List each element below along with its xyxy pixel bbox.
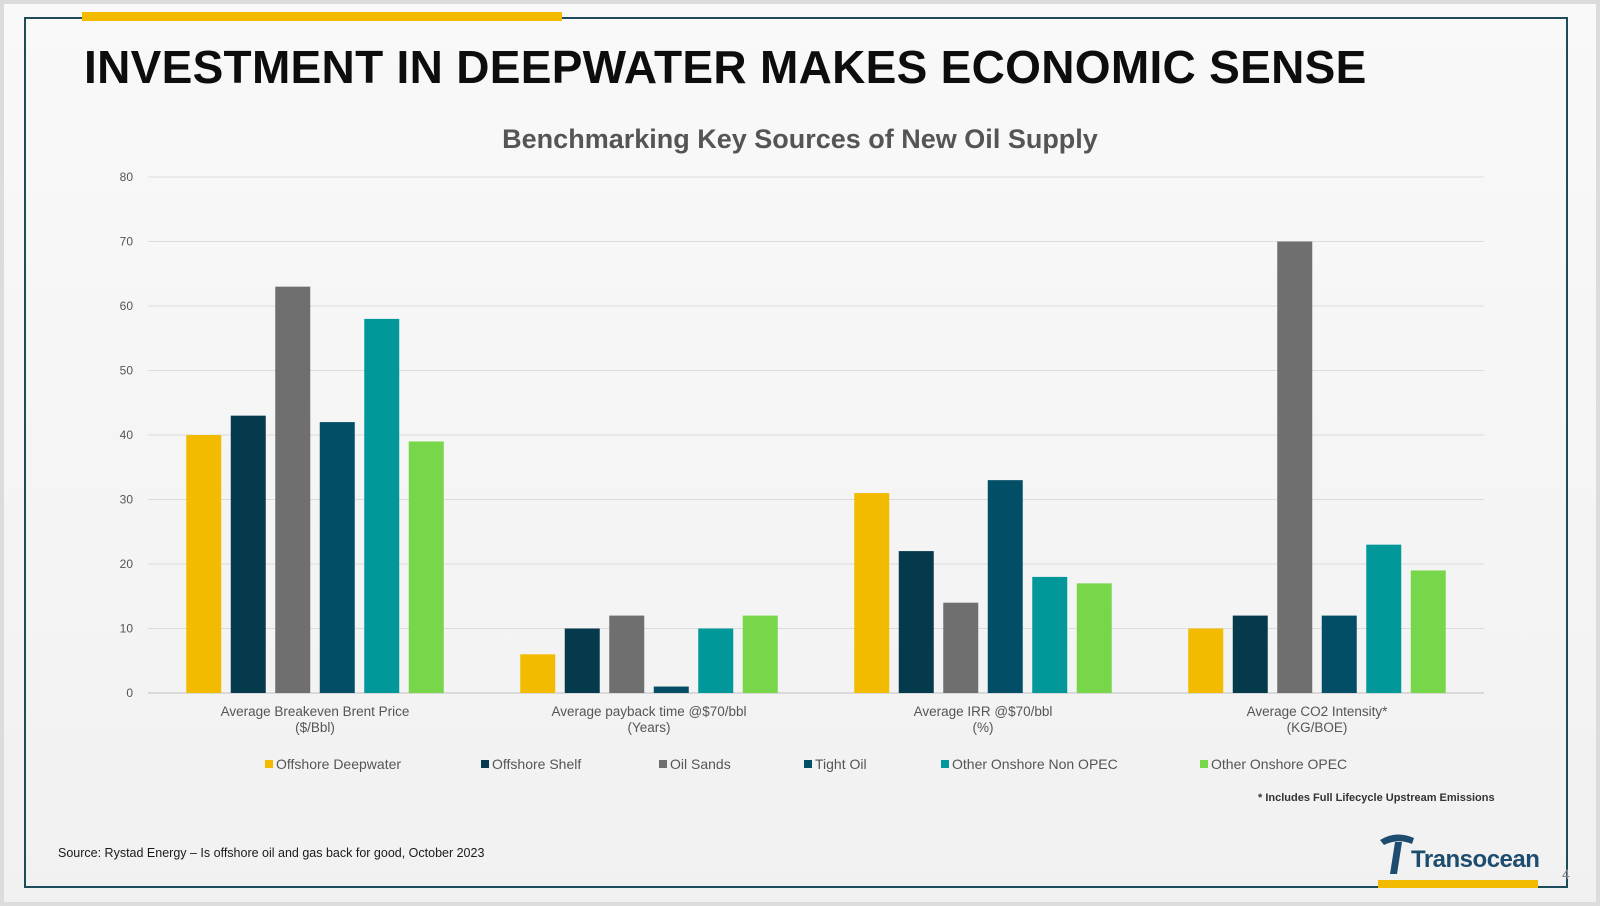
- slide-frame: [24, 17, 1568, 888]
- source-note: Source: Rystad Energy – Is offshore oil …: [58, 846, 485, 860]
- chart-title: Benchmarking Key Sources of New Oil Supp…: [502, 124, 1098, 154]
- bar: [319, 422, 355, 693]
- bar: [1232, 615, 1268, 693]
- legend-swatch: [941, 760, 949, 768]
- bottom-accent-bar: [1378, 880, 1538, 888]
- x-tick-label: Average CO2 Intensity*: [1247, 704, 1389, 719]
- y-tick-label: 20: [120, 557, 134, 571]
- y-tick-label: 50: [120, 364, 134, 378]
- legend-swatch: [1200, 760, 1208, 768]
- legend-label: Other Onshore Non OPEC: [952, 756, 1118, 772]
- footnote: * Includes Full Lifecycle Upstream Emiss…: [1258, 792, 1495, 804]
- logo-t-icon: [1380, 834, 1414, 874]
- transocean-logo: Transocean: [1378, 832, 1553, 876]
- bar: [520, 654, 556, 693]
- bar: [1188, 628, 1224, 693]
- y-tick-label: 40: [120, 428, 134, 442]
- legend-label: Oil Sands: [670, 756, 731, 772]
- x-tick-label: (%): [973, 720, 994, 735]
- legend-label: Offshore Shelf: [492, 756, 581, 772]
- x-tick-label: Average payback time @$70/bbl: [551, 704, 746, 719]
- slide: [4, 4, 1596, 902]
- x-tick-label: ($/Bbl): [295, 720, 335, 735]
- x-tick-label: (KG/BOE): [1287, 720, 1348, 735]
- x-tick-label: (Years): [627, 720, 670, 735]
- bar: [564, 628, 600, 693]
- x-tick-label: Average Breakeven Brent Price: [221, 704, 410, 719]
- bar: [1366, 544, 1402, 693]
- bar: [186, 435, 222, 693]
- y-tick-label: 60: [120, 299, 134, 313]
- bar: [1410, 570, 1446, 693]
- y-tick-label: 30: [120, 493, 134, 507]
- bar: [609, 615, 645, 693]
- bar: [408, 441, 444, 693]
- bar: [1277, 241, 1313, 693]
- bar: [698, 628, 734, 693]
- legend-label: Offshore Deepwater: [276, 756, 401, 772]
- bar: [987, 480, 1023, 693]
- bar: [230, 415, 266, 693]
- page-number: 4: [1562, 866, 1570, 882]
- x-tick-label: Average IRR @$70/bbl: [914, 704, 1053, 719]
- legend-swatch: [265, 760, 273, 768]
- legend-label: Tight Oil: [815, 756, 867, 772]
- bar: [854, 493, 890, 693]
- logo-text: Transocean: [1411, 846, 1540, 873]
- slide-title: INVESTMENT IN DEEPWATER MAKES ECONOMIC S…: [84, 41, 1367, 93]
- legend-swatch: [481, 760, 489, 768]
- bar: [943, 602, 979, 693]
- bar: [1076, 583, 1112, 693]
- legend-swatch: [659, 760, 667, 768]
- legend-swatch: [804, 760, 812, 768]
- bar: [653, 686, 689, 693]
- bar: [898, 551, 934, 693]
- bar: [1321, 615, 1357, 693]
- y-tick-label: 0: [126, 686, 133, 700]
- top-accent-bar: [82, 12, 562, 21]
- bar: [275, 286, 311, 693]
- bar: [364, 318, 400, 693]
- y-tick-label: 80: [120, 170, 134, 184]
- bar: [742, 615, 778, 693]
- bar: [1032, 576, 1068, 693]
- legend-label: Other Onshore OPEC: [1211, 756, 1347, 772]
- y-tick-label: 70: [120, 235, 134, 249]
- y-tick-label: 10: [120, 622, 134, 636]
